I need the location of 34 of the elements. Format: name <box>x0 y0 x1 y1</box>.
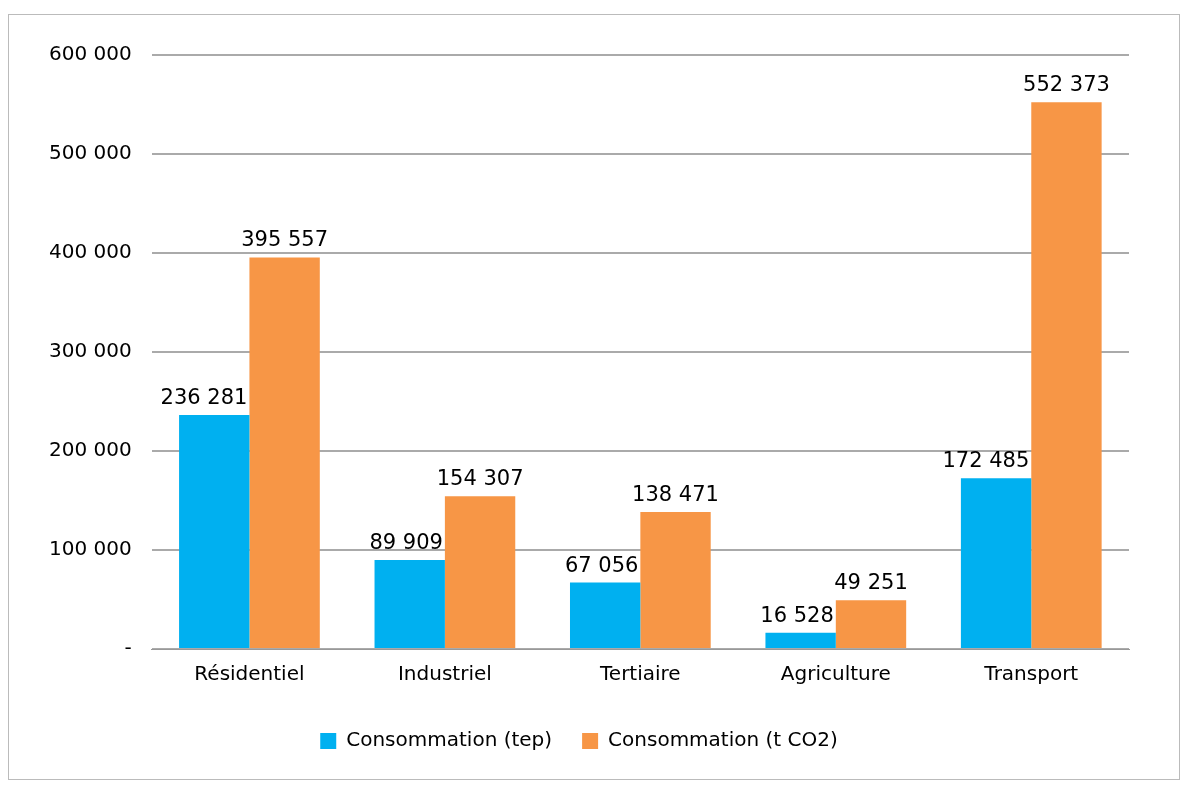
x-tick-label: Transport <box>983 661 1079 686</box>
data-label: 16 528 <box>760 602 834 627</box>
x-tick-label: Agriculture <box>780 661 891 686</box>
bar <box>444 496 516 648</box>
data-label: 138 471 <box>632 481 719 506</box>
data-label: 236 281 <box>160 385 248 410</box>
y-tick-label: 500 000 <box>48 140 132 165</box>
data-label: 49 251 <box>834 570 908 595</box>
bar <box>179 415 250 648</box>
data-label: 67 056 <box>564 552 639 577</box>
legend-label: Consommation (t CO2) <box>608 727 838 752</box>
bar <box>1031 102 1102 648</box>
bar <box>569 582 641 648</box>
data-label: 89 909 <box>369 529 443 554</box>
y-tick-label: 100 000 <box>48 536 132 561</box>
bar <box>249 257 320 648</box>
data-label: 172 485 <box>942 448 1030 473</box>
y-tick-label: - <box>124 635 132 660</box>
data-label: 154 307 <box>436 466 524 491</box>
bar <box>765 632 836 648</box>
legend-label: Consommation (tep) <box>346 727 553 752</box>
bar <box>374 559 445 648</box>
y-tick-label: 600 000 <box>48 41 132 66</box>
y-tick-label: 200 000 <box>48 437 132 462</box>
y-tick-label: 400 000 <box>48 239 132 264</box>
data-label: 552 373 <box>1023 72 1110 97</box>
bar <box>960 478 1032 648</box>
x-tick-label: Résidentiel <box>194 661 305 686</box>
data-label: 395 557 <box>241 227 329 252</box>
x-tick-label: Tertiaire <box>599 661 681 686</box>
x-tick-label: Industriel <box>397 661 492 686</box>
bar <box>835 600 907 648</box>
bar <box>640 511 711 648</box>
y-tick-label: 300 000 <box>48 338 132 363</box>
